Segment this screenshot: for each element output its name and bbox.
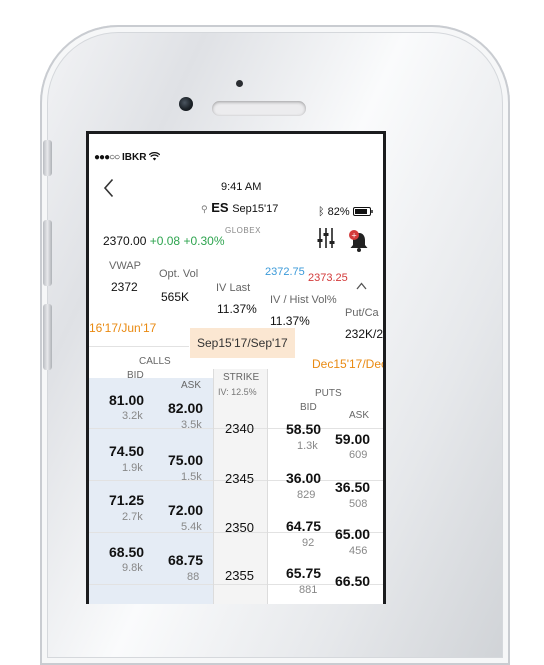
call-bid[interactable]: 74.50 [109,443,145,459]
metric-value: 2372 [111,280,138,294]
call-bid-size: 2.7k [122,511,143,523]
row-divider [89,428,383,429]
put-bid[interactable]: 64.75 [286,518,322,534]
earpiece-speaker [212,101,306,116]
strike-price: 2355 [225,568,254,583]
back-chevron-icon[interactable] [103,178,114,198]
metric-label: Put/Ca [345,307,379,319]
expiry-tab-next[interactable]: Dec15'17/Dec [312,357,386,371]
call-ask-size: 3.5k [181,419,202,431]
put-bid[interactable]: 58.50 [286,421,322,437]
call-bid-header: BID [127,370,144,381]
call-ask-size: 1.5k [181,471,202,483]
strike-price: 2340 [225,421,254,436]
bluetooth-icon: ᛒ [318,206,325,218]
put-bid-size: 92 [302,537,315,549]
column-divider [213,369,214,604]
call-bid-size: 9.8k [122,562,143,574]
put-bid-header: BID [300,402,317,413]
call-ask-size: 88 [187,571,200,583]
row-divider [89,532,383,533]
call-bid[interactable]: 71.25 [109,492,145,508]
put-ask[interactable]: 36.50 [335,479,371,495]
put-bid-size: 881 [299,584,318,596]
strike-panel [213,369,267,604]
put-ask[interactable]: 65.00 [335,526,371,542]
expiry-tab-prev[interactable]: 16'17/Jun'17 [89,321,157,335]
column-divider [267,369,268,604]
change-value: +0.08 [149,234,181,248]
metric-value: 11.37% [217,302,257,316]
call-ask-header: ASK [181,380,202,391]
calls-panel [89,378,213,604]
call-ask[interactable]: 68.75 [168,552,204,568]
calls-header: CALLS [139,356,171,367]
alert-bell-icon[interactable]: + [348,229,370,253]
put-ask[interactable]: 66.50 [335,573,371,589]
call-ask[interactable]: 82.00 [168,400,204,416]
row-divider [89,584,383,585]
put-bid-size: 1.3k [297,440,318,452]
strike-header: STRIKE [223,372,260,383]
mute-switch [43,140,52,176]
put-bid[interactable]: 65.75 [286,565,322,581]
call-bid[interactable]: 81.00 [109,392,145,408]
clock: 9:41 AM [221,181,262,193]
divider [89,346,189,347]
search-icon: ⚲ [201,204,208,214]
change-percent: +0.30% [183,234,225,248]
app-screen: ●●●○○ IBKR 9:41 AM ᛒ 82% ⚲ ES Sep15'17 G… [86,131,386,604]
metric-label: VWAP [109,260,141,272]
metric-label: IV / Hist Vol% [270,294,337,306]
call-bid-size: 3.2k [122,410,143,422]
quote-line: 2370.00 +0.08 +0.30% [103,234,225,248]
strike-price: 2345 [225,471,254,486]
metric-value: 232K/2 [345,327,384,341]
strike-price: 2350 [225,520,254,535]
call-bid[interactable]: 68.50 [109,544,145,560]
put-ask-size: 456 [349,545,368,557]
metric-label: IV Last [216,282,251,294]
call-ask-size: 5.4k [181,521,202,533]
battery-icon [352,207,373,216]
volume-up-button [43,220,52,286]
svg-text:+: + [351,232,357,240]
contract-title[interactable]: ⚲ ES Sep15'17 [201,200,279,215]
metric-value: 11.37% [270,314,310,328]
metric-label: Opt. Vol [159,268,199,280]
volume-down-button [43,304,52,370]
proximity-sensor [236,80,243,87]
exchange-label: GLOBEX [225,226,261,235]
front-camera [179,97,193,111]
put-ask[interactable]: 59.00 [335,431,371,447]
battery-status: ᛒ 82% [318,206,373,218]
metric-value: 565K [161,290,190,304]
collapse-chevron-icon[interactable] [356,282,367,290]
put-bid[interactable]: 36.00 [286,470,322,486]
ask-price: 2373.25 [308,272,348,284]
wifi-icon [148,152,161,161]
row-divider [89,480,383,481]
put-ask-size: 609 [349,449,368,461]
settings-sliders-icon[interactable] [317,227,335,249]
iv-header: IV: 12.5% [218,387,257,397]
bid-price: 2372.75 [265,266,305,278]
put-bid-size: 829 [297,489,316,501]
call-ask[interactable]: 72.00 [168,502,204,518]
call-bid-size: 1.9k [122,462,143,474]
expiry-tab-selected[interactable]: Sep15'17/Sep'17 [190,328,295,358]
carrier-status: ●●●○○ IBKR [94,152,161,163]
puts-header: PUTS [315,388,342,399]
call-ask[interactable]: 75.00 [168,452,204,468]
put-ask-size: 508 [349,498,368,510]
put-ask-header: ASK [349,410,370,421]
